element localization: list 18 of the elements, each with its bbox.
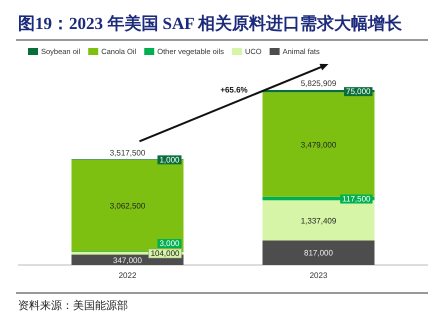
text: 资料来源：美国能源部: [18, 299, 128, 312]
data-label: 817,000: [304, 248, 334, 258]
chart-title: 图19：2023 年美国 SAF 相关原料进口需求大幅增长: [18, 14, 404, 33]
data-label: 347,000: [113, 256, 143, 265]
bar: [262, 240, 374, 265]
data-label: 117,500: [342, 194, 372, 204]
total-label: 3,517,500: [110, 148, 146, 158]
annotation: +65.6%: [220, 86, 248, 95]
data-label: 3,479,000: [300, 140, 337, 150]
data-label: 75,000: [346, 87, 372, 96]
data-label: 3,000: [159, 239, 180, 248]
data-label: 1,337,409: [300, 216, 337, 226]
x-tick-label: 2022: [118, 271, 137, 280]
data-label: 104,000: [150, 249, 180, 258]
x-tick-label: 2023: [310, 271, 328, 280]
data-label: 3,062,500: [110, 201, 146, 210]
data-label: 1,000: [159, 155, 180, 164]
total-label: 5,825,909: [300, 79, 337, 88]
